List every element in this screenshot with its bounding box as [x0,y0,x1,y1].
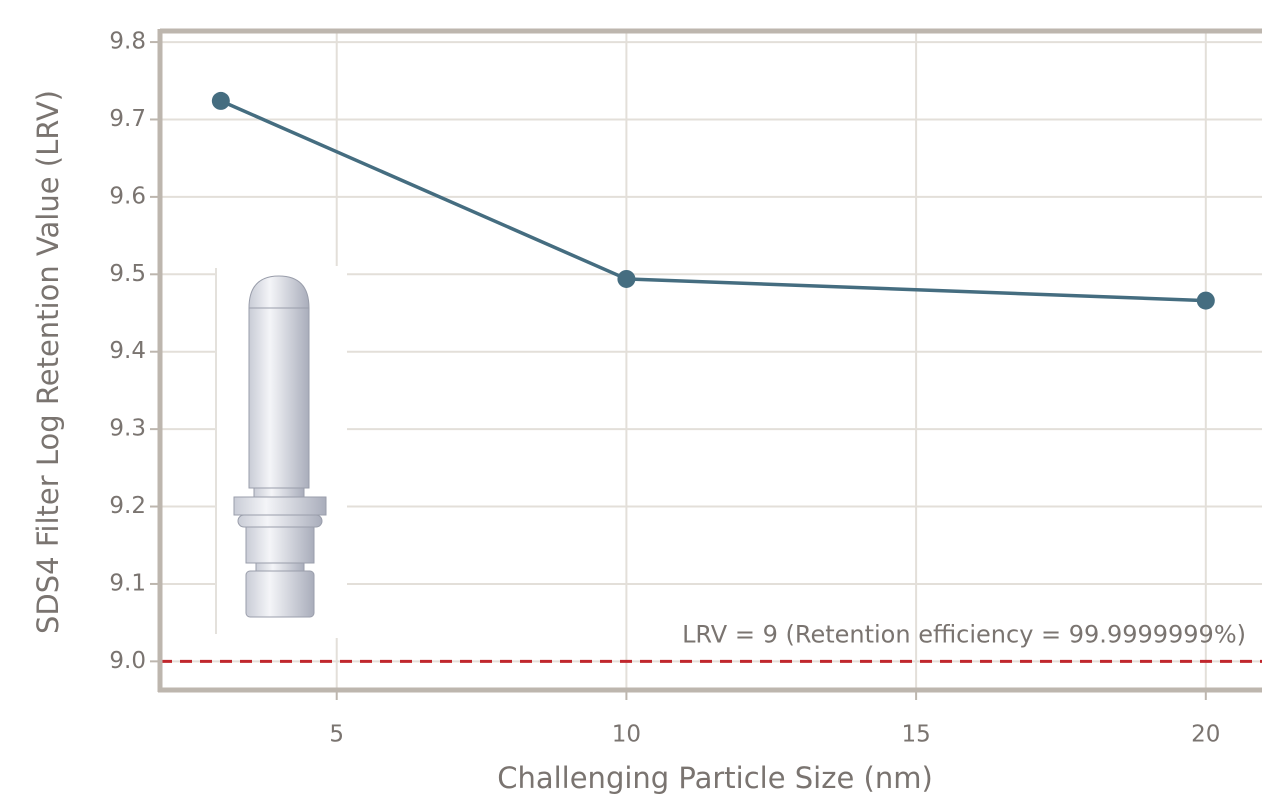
y-tick-label: 9.6 [109,183,146,209]
y-tick-label: 9.2 [109,493,146,519]
chart: Challenging Particle Size (nm) SDS4 Filt… [0,0,1262,803]
y-tick-label: 9.3 [109,416,146,442]
y-tick-label: 9.8 [109,29,146,55]
labels: Challenging Particle Size (nm) SDS4 Filt… [31,29,1246,795]
x-tick-label: 15 [901,722,930,748]
y-tick-label: 9.1 [109,570,146,596]
reference-label: LRV = 9 (Retention efficiency = 99.99999… [682,620,1246,648]
x-tick-label: 5 [329,722,344,748]
data-point [212,92,230,110]
x-tick-label: 10 [612,722,641,748]
x-axis-title: Challenging Particle Size (nm) [497,761,933,795]
data-point [617,270,635,288]
data-line [221,101,1206,301]
filter-fitting [246,527,314,563]
filter-image [216,266,347,638]
y-axis-title: SDS4 Filter Log Retention Value (LRV) [31,90,65,634]
filter-body [249,308,309,488]
y-tick-label: 9.7 [109,106,146,132]
filter-ring [238,515,322,527]
filter-nut [234,497,326,515]
y-tick-label: 9.5 [109,261,146,287]
y-tick-label: 9.4 [109,338,146,364]
x-tick-label: 20 [1191,722,1220,748]
filter-base [246,571,314,617]
data-point [1197,292,1215,310]
y-tick-label: 9.0 [109,648,146,674]
